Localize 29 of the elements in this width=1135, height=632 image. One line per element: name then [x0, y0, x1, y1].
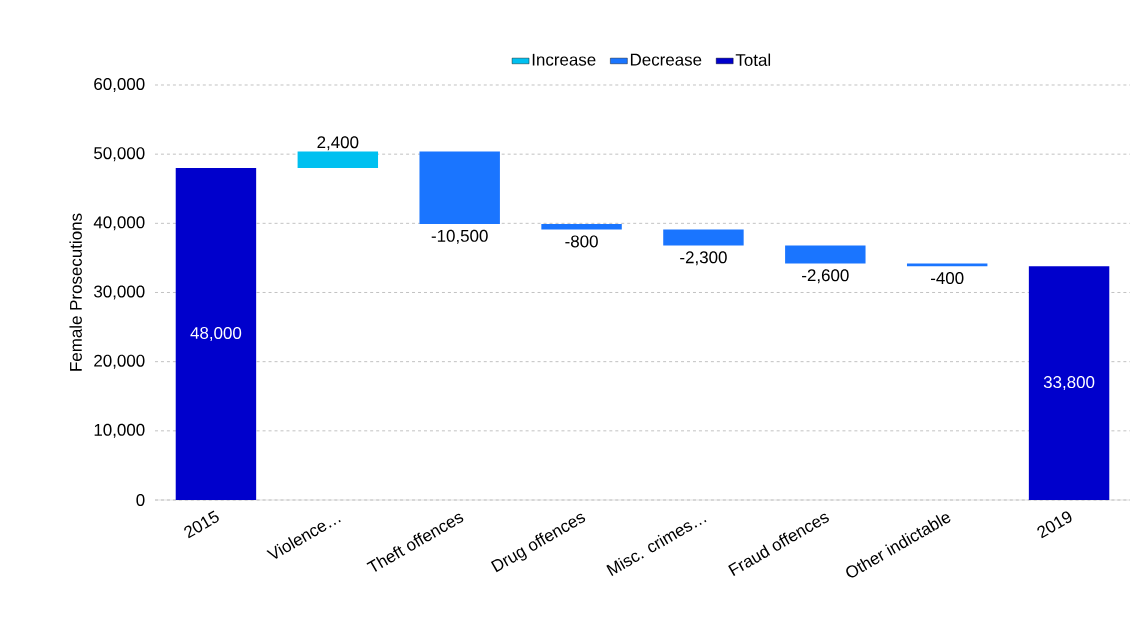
- bar: [419, 151, 500, 225]
- data-label: 2,400: [317, 136, 359, 151]
- y-tick-label: 60,000: [94, 78, 145, 92]
- y-tick-label: 50,000: [94, 147, 145, 162]
- bar: [663, 229, 744, 246]
- bar: [175, 168, 257, 500]
- legend-label: Total: [735, 53, 771, 66]
- y-tick-label: 0: [136, 494, 145, 506]
- bar: [1028, 266, 1110, 500]
- data-label: -400: [930, 272, 964, 285]
- y-tick-label: 10,000: [94, 423, 145, 438]
- legend-label: Decrease: [630, 53, 702, 66]
- data-label: -800: [565, 235, 598, 248]
- bar: [785, 245, 866, 264]
- data-label: -2,300: [680, 251, 727, 266]
- data-label: -2,600: [802, 269, 849, 284]
- bar: [906, 263, 988, 267]
- legend-label: Increase: [532, 53, 596, 66]
- bar: [297, 151, 379, 168]
- data-label: 33,800: [1043, 376, 1095, 391]
- bar: [541, 224, 622, 230]
- y-tick-label: 20,000: [94, 354, 145, 369]
- y-axis-title: Female Prosecutions: [69, 213, 82, 371]
- data-label: 48,000: [190, 327, 242, 341]
- data-label: -10,500: [431, 229, 488, 244]
- y-tick-label: 40,000: [93, 216, 145, 231]
- y-tick-label: 30,000: [94, 285, 145, 300]
- x-tick-label: 2019: [1037, 511, 1072, 539]
- x-tick-label: 2015: [184, 510, 219, 539]
